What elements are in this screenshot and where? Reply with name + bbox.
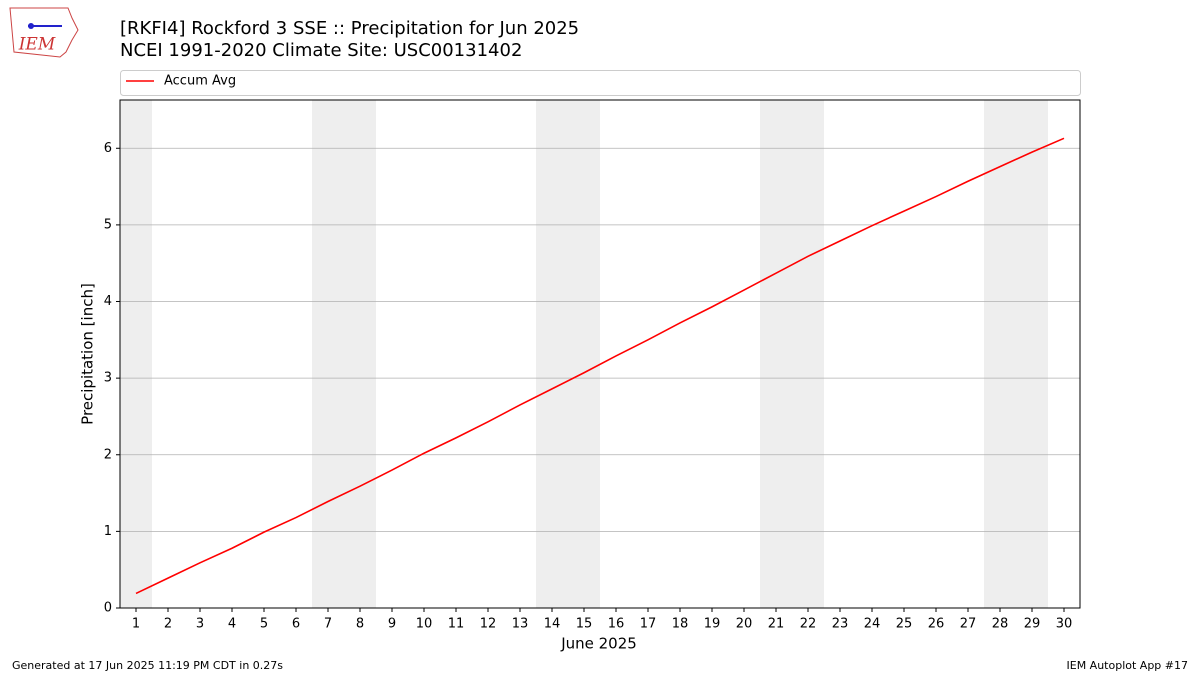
y-tick-label: 5 (104, 217, 112, 232)
x-tick-label: 18 (672, 617, 689, 632)
footer-left: Generated at 17 Jun 2025 11:19 PM CDT in… (12, 659, 283, 672)
y-tick-label: 0 (104, 601, 112, 616)
y-tick-label: 2 (104, 447, 112, 462)
x-tick-label: 16 (608, 617, 625, 632)
logo-outline (9, 7, 79, 58)
x-tick-label: 25 (896, 617, 913, 632)
x-tick-label: 3 (196, 617, 204, 632)
x-tick-label: 27 (960, 617, 977, 632)
x-tick-label: 11 (448, 617, 465, 632)
x-tick-label: 15 (576, 617, 593, 632)
logo: IEM (9, 7, 79, 58)
x-axis-label: June 2025 (560, 635, 637, 653)
x-tick-label: 9 (388, 617, 396, 632)
weekend-band (984, 100, 1016, 608)
logo-mark (28, 23, 34, 29)
x-tick-label: 20 (736, 617, 753, 632)
y-tick-label: 4 (104, 294, 112, 309)
y-axis-label: Precipitation [inch] (79, 283, 97, 425)
y-tick-label: 3 (104, 371, 112, 386)
logo-text: IEM (18, 35, 56, 55)
weekend-band (568, 100, 600, 608)
y-tick-label: 1 (104, 524, 112, 539)
data-line (135, 137, 1065, 595)
plot-frame (119, 99, 1081, 609)
x-tick-label: 24 (864, 617, 881, 632)
chart-subtitle: NCEI 1991-2020 Climate Site: USC00131402 (120, 40, 522, 61)
x-tick-label: 26 (928, 617, 945, 632)
x-tick-label: 22 (800, 617, 817, 632)
weekend-band (760, 100, 792, 608)
weekend-band (536, 100, 568, 608)
weekend-band (344, 100, 376, 608)
x-tick-label: 6 (292, 617, 300, 632)
x-tick-label: 8 (356, 617, 364, 632)
x-tick-label: 29 (1024, 617, 1041, 632)
x-tick-label: 17 (640, 617, 657, 632)
x-tick-label: 13 (512, 617, 529, 632)
x-tick-label: 5 (260, 617, 268, 632)
chart-title: [RKFI4] Rockford 3 SSE :: Precipitation … (120, 18, 579, 39)
y-tick-label: 6 (104, 141, 112, 156)
legend-label: Accum Avg (164, 74, 236, 89)
x-tick-label: 7 (324, 617, 332, 632)
legend-box (120, 70, 1081, 96)
weekend-band (792, 100, 824, 608)
x-tick-label: 30 (1056, 617, 1073, 632)
x-tick-label: 23 (832, 617, 849, 632)
x-tick-label: 28 (992, 617, 1009, 632)
x-tick-label: 12 (480, 617, 497, 632)
footer-right: IEM Autoplot App #17 (1067, 659, 1189, 672)
x-tick-label: 2 (164, 617, 172, 632)
x-tick-label: 10 (416, 617, 433, 632)
weekend-band (1016, 100, 1048, 608)
x-tick-label: 14 (544, 617, 561, 632)
x-tick-label: 1 (132, 617, 140, 632)
x-tick-label: 21 (768, 617, 785, 632)
x-tick-label: 4 (228, 617, 236, 632)
weekend-band (120, 100, 152, 608)
weekend-band (312, 100, 344, 608)
x-tick-label: 19 (704, 617, 721, 632)
